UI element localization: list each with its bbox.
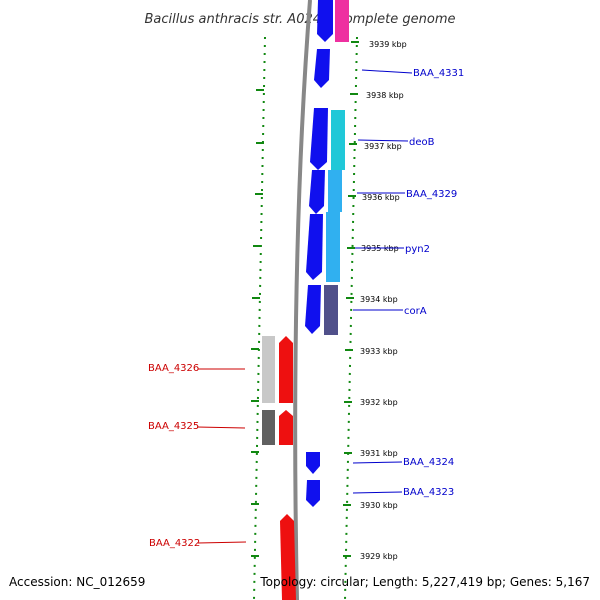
cog-column-reverse	[262, 336, 275, 445]
gene-feature[interactable]	[306, 480, 320, 507]
gene-label-baa-4322[interactable]: BAA_4322	[149, 538, 200, 549]
genome-backbone	[293, 0, 312, 600]
right-tick-track	[344, 36, 358, 600]
gene-label-baa-4323[interactable]: BAA_4323	[403, 487, 454, 498]
kbp-tick-label: 3930 kbp	[360, 501, 398, 510]
kbp-tick-label: 3937 kbp	[364, 142, 402, 151]
reverse-gene-labels: BAA_4326 BAA_4325 BAA_4322	[148, 363, 247, 549]
kbp-tick-label: 3931 kbp	[360, 449, 398, 458]
gene-label-baa-4325[interactable]: BAA_4325	[148, 421, 199, 432]
cog-column-forward	[324, 0, 349, 335]
kbp-tick-label: 3933 kbp	[360, 347, 398, 356]
gene-feature[interactable]	[280, 514, 296, 600]
kbp-tick-label: 3932 kbp	[360, 398, 398, 407]
topology-text: Topology: circular; Length: 5,227,419 bp…	[259, 575, 590, 589]
gene-label-deob[interactable]: deoB	[409, 137, 435, 148]
kbp-axis-labels: 3939 kbp 3938 kbp 3937 kbp 3936 kbp 3935…	[360, 40, 407, 561]
gene-label-baa-4326[interactable]: BAA_4326	[148, 363, 199, 374]
map-title: Bacillus anthracis str. A0248, complete …	[144, 12, 455, 27]
gene-feature[interactable]	[317, 0, 333, 42]
gene-feature[interactable]	[314, 49, 330, 88]
kbp-tick-label: 3938 kbp	[366, 91, 404, 100]
kbp-tick-label: 3939 kbp	[369, 40, 407, 49]
forward-gene-labels: BAA_4331 deoB BAA_4329 pyn2 corA BAA_432…	[352, 68, 464, 498]
forward-strand-genes[interactable]	[305, 0, 333, 507]
gene-label-cora[interactable]: corA	[404, 306, 427, 317]
gene-feature[interactable]	[279, 336, 293, 403]
kbp-tick-label: 3934 kbp	[360, 295, 398, 304]
left-tick-track	[253, 36, 266, 600]
gene-label-baa-4329[interactable]: BAA_4329	[406, 189, 457, 200]
gene-feature[interactable]	[309, 170, 325, 214]
gene-label-pyn2[interactable]: pyn2	[405, 244, 430, 255]
major-ticks	[251, 41, 359, 557]
kbp-tick-label: 3929 kbp	[360, 552, 398, 561]
gene-feature[interactable]	[306, 214, 323, 280]
gene-label-baa-4331[interactable]: BAA_4331	[413, 68, 464, 79]
gene-feature[interactable]	[279, 410, 293, 445]
gene-label-baa-4324[interactable]: BAA_4324	[403, 457, 454, 468]
kbp-tick-label: 3936 kbp	[362, 193, 400, 202]
gene-feature[interactable]	[305, 285, 321, 334]
reverse-strand-genes[interactable]	[279, 336, 296, 600]
gene-feature[interactable]	[306, 452, 320, 474]
gene-feature[interactable]	[310, 108, 328, 170]
accession-text: Accession: NC_012659	[9, 575, 145, 589]
